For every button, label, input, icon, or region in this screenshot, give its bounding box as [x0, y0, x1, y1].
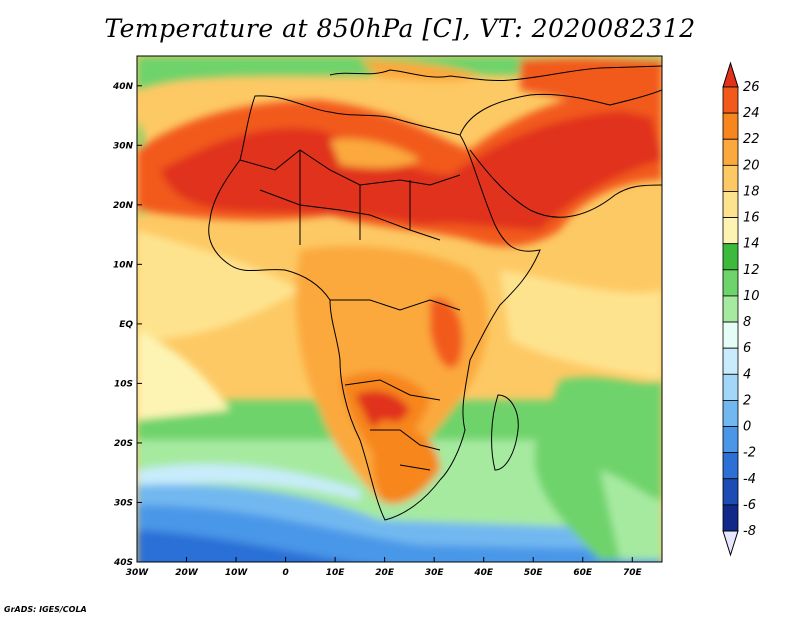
lon-tick-label: 70E — [623, 568, 643, 578]
colorbar-label: 20 — [743, 158, 760, 173]
colorbar-swatch — [722, 347, 739, 375]
colorbar-swatch — [722, 164, 739, 192]
colorbar-label: 26 — [743, 80, 760, 95]
colorbar-swatch — [722, 426, 739, 454]
lon-tick-label: 60E — [573, 568, 593, 578]
colorbar-swatch — [722, 191, 739, 218]
colorbar-swatch — [722, 243, 739, 271]
colorbar-label: 6 — [743, 341, 751, 356]
map-frame — [136, 55, 663, 563]
colorbar-label: 16 — [743, 211, 760, 226]
map-title: Temperature at 850hPa [C], VT: 202008231… — [104, 14, 696, 43]
colorbar-label: -6 — [743, 498, 756, 513]
lon-tick-label: 20E — [375, 568, 395, 578]
colorbar-label: 22 — [743, 132, 760, 147]
lat-tick-label: 40N — [112, 82, 134, 92]
colorbar-top-triangle — [722, 61, 739, 88]
lon-tick-label: 20W — [175, 568, 199, 578]
lat-tick-label: 40S — [113, 558, 133, 568]
colorbar-label: -8 — [743, 524, 756, 539]
grads-credit: GrADS: IGES/COLA — [4, 605, 87, 614]
lon-tick-label: 50E — [524, 568, 544, 578]
colorbar-swatch — [722, 504, 739, 532]
lat-tick-label: 20N — [113, 201, 134, 211]
lon-tick-label: 30W — [126, 568, 150, 578]
longitude-ticks: 30W 20W 10W 0 10E 20E 30E 40E 50E 60E 70E — [126, 557, 643, 578]
colorbar-swatch — [722, 217, 739, 245]
colorbar-label: 4 — [743, 367, 751, 382]
temperature-field — [137, 56, 662, 562]
lon-tick-label: 30E — [425, 568, 445, 578]
colorbar-label: 10 — [743, 289, 760, 304]
colorbar-label: 18 — [743, 184, 760, 199]
lat-tick-label: 30S — [114, 498, 133, 508]
lon-tick-label: 40E — [473, 568, 494, 578]
colorbar-swatch — [722, 452, 739, 480]
colorbar-label: 12 — [743, 263, 760, 278]
coastlines — [208, 65, 662, 521]
colorbar-label: -4 — [743, 472, 756, 487]
colorbar-swatch — [722, 295, 739, 323]
colorbar-label: 24 — [743, 106, 760, 121]
colorbar-swatch — [722, 373, 739, 401]
colorbar-label: -2 — [743, 446, 756, 461]
colorbar-label: 8 — [743, 315, 751, 330]
latitude-ticks: 40N 30N 20N 10N EQ 10S 20S 30S 40S — [112, 82, 142, 568]
lat-tick-label: 20S — [114, 439, 133, 449]
colorbar-swatch — [722, 269, 739, 297]
lat-tick-label: EQ — [119, 320, 133, 330]
lat-tick-label: 10S — [114, 379, 133, 389]
colorbar-swatch — [722, 400, 739, 427]
colorbar-label: 2 — [743, 393, 751, 408]
colorbar-bottom-triangle — [722, 530, 739, 557]
colorbar-swatch — [722, 112, 739, 140]
colorbar-swatch — [722, 321, 739, 349]
colorbar-label: 14 — [743, 237, 760, 252]
colorbar-label: 0 — [743, 420, 751, 435]
lon-tick-label: 10W — [225, 568, 249, 578]
lat-tick-label: 30N — [113, 141, 134, 151]
lon-tick-label: 0 — [282, 568, 288, 578]
lat-tick-label: 10N — [113, 260, 134, 270]
colorbar-swatch — [722, 478, 739, 506]
colorbar-swatch — [722, 138, 739, 166]
colorbar-swatch — [722, 86, 739, 114]
lon-tick-label: 10E — [326, 568, 346, 578]
